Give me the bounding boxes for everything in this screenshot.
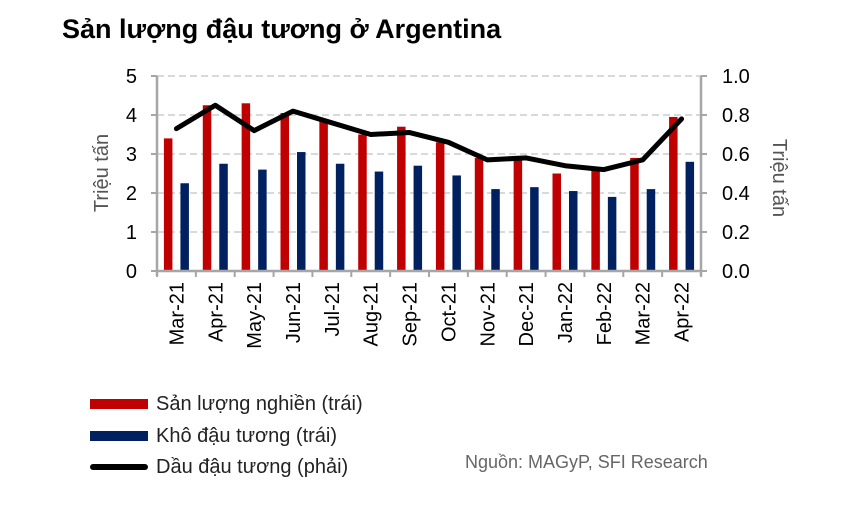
bar-meal xyxy=(413,165,423,271)
bar-meal xyxy=(530,187,539,271)
legend-item-meal: Khô đậu tương (trái) xyxy=(90,421,337,451)
legend-label-meal: Khô đậu tương (trái) xyxy=(156,424,338,447)
bar-meal xyxy=(180,183,189,271)
y-axis-title-right: Triệu tấn xyxy=(768,139,790,217)
x-tick-label: Jun-21 xyxy=(283,282,305,343)
y-tick-label-left: 3 xyxy=(126,144,137,166)
bar-crush xyxy=(630,157,639,271)
legend-item-crush: Sản lượng nghiền (trái) xyxy=(90,389,363,419)
x-tick-label: Apr-21 xyxy=(205,282,227,342)
oil-line xyxy=(173,102,685,173)
axes xyxy=(151,75,707,277)
x-tick-label: Aug-21 xyxy=(361,282,383,347)
y-tick-label-left: 1 xyxy=(126,222,137,244)
y-tick-label-right: 0.0 xyxy=(722,261,750,283)
x-tick-label: Feb-22 xyxy=(594,282,616,345)
bar-meal xyxy=(646,189,656,271)
bar-crush xyxy=(474,157,484,271)
source-note: Nguồn: MAGyP, SFI Research xyxy=(465,452,708,472)
legend-label-oil: Dầu đậu tương (phải) xyxy=(156,455,349,478)
x-tick-label: Dec-21 xyxy=(516,282,538,346)
bar-crush xyxy=(397,126,406,271)
bar-meal xyxy=(374,171,384,271)
legend-swatch-oil xyxy=(90,464,148,470)
x-tick-label: Mar-22 xyxy=(633,282,655,345)
bar-crush xyxy=(319,120,328,271)
y-tick-label-left: 4 xyxy=(126,105,137,127)
oil-line-group xyxy=(173,102,685,173)
x-tick-label: Mar-21 xyxy=(166,282,188,345)
bar-meal xyxy=(685,161,695,271)
y-axis-title-left: Triệu tấn xyxy=(91,134,113,212)
bar-crush xyxy=(241,103,251,271)
bar-crush xyxy=(202,105,212,271)
legend-label-crush: Sản lượng nghiền (trái) xyxy=(156,392,363,415)
bar-crush xyxy=(163,138,173,271)
x-tick-label: Nov-21 xyxy=(477,282,499,346)
bar-crush xyxy=(435,142,445,271)
y-tick-label-right: 0.2 xyxy=(722,222,750,244)
bar-crush xyxy=(358,134,367,271)
bar-crush xyxy=(669,116,678,271)
y-tick-label-right: 0.4 xyxy=(722,183,750,205)
bars xyxy=(163,103,695,271)
x-tick-label: Jan-22 xyxy=(555,282,577,343)
x-tick-label: Jul-21 xyxy=(322,282,344,336)
y-tick-label-left: 5 xyxy=(126,66,137,88)
chart-canvas: 0 1 2 3 4 5 0.0 0.2 0.4 0.6 0.8 1.0 Mar-21 Apr-21 May-… xyxy=(91,66,790,349)
x-tick-label: May-21 xyxy=(244,282,266,349)
bar-meal xyxy=(219,163,228,271)
bar-crush xyxy=(552,173,561,271)
bar-meal xyxy=(607,196,617,271)
chart-title: Sản lượng đậu tương ở Argentina xyxy=(62,14,502,44)
x-tick-label: Oct-21 xyxy=(438,282,460,342)
legend-swatch-crush xyxy=(90,399,148,409)
y-tick-label-right: 0.8 xyxy=(722,105,750,127)
y-tick-label-left: 0 xyxy=(126,261,137,283)
legend-swatch-meal xyxy=(90,431,148,441)
bar-meal xyxy=(258,169,267,271)
x-tick-label: Sep-21 xyxy=(400,282,422,347)
x-tick-label: Apr-22 xyxy=(672,282,694,342)
bar-crush xyxy=(591,169,600,271)
gridlines xyxy=(157,75,701,233)
y-tick-label-left: 2 xyxy=(126,183,137,205)
bar-crush xyxy=(513,157,523,271)
axis-labels: 0 1 2 3 4 5 0.0 0.2 0.4 0.6 0.8 1.0 Mar-21 Apr-21 May-… xyxy=(91,66,790,349)
bar-meal xyxy=(569,191,578,271)
bar-crush xyxy=(280,113,289,271)
bar-meal xyxy=(335,163,345,271)
bar-meal xyxy=(297,152,306,271)
y-tick-label-right: 0.6 xyxy=(722,144,750,166)
y-tick-label-right: 1.0 xyxy=(722,66,750,88)
bar-meal xyxy=(491,189,500,271)
legend-item-oil: Dầu đậu tương (phải) xyxy=(90,452,348,482)
bar-meal xyxy=(452,175,461,271)
